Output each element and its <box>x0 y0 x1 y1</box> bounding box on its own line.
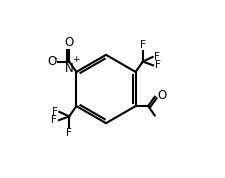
Text: F: F <box>66 128 72 138</box>
Text: O: O <box>47 55 57 68</box>
Text: F: F <box>139 40 145 50</box>
Text: +: + <box>72 55 79 64</box>
Text: F: F <box>154 60 160 70</box>
Text: F: F <box>154 52 160 62</box>
Text: N: N <box>65 62 73 75</box>
Text: O: O <box>157 89 166 102</box>
Text: F: F <box>52 107 57 117</box>
Text: F: F <box>51 115 57 125</box>
Text: -: - <box>53 53 57 63</box>
Text: O: O <box>64 36 74 49</box>
